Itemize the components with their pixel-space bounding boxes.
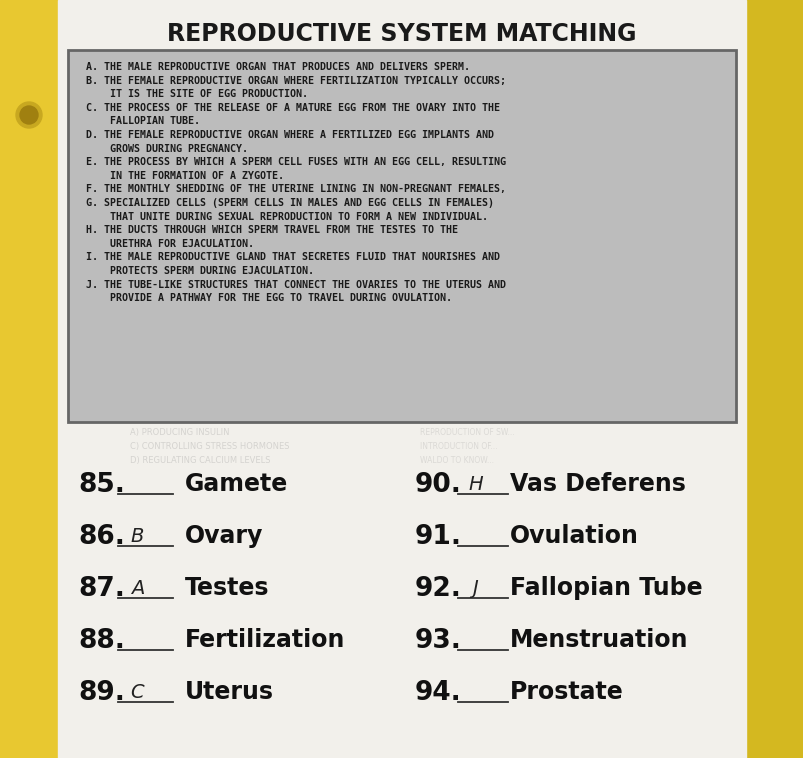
Text: C) CONTROLLING STRESS HORMONES: C) CONTROLLING STRESS HORMONES xyxy=(130,442,289,451)
Text: Testes: Testes xyxy=(185,576,269,600)
Text: J. THE TUBE-LIKE STRUCTURES THAT CONNECT THE OVARIES TO THE UTERUS AND: J. THE TUBE-LIKE STRUCTURES THAT CONNECT… xyxy=(74,280,505,290)
Text: GROWS DURING PREGNANCY.: GROWS DURING PREGNANCY. xyxy=(74,143,247,154)
Text: B. THE FEMALE REPRODUCTIVE ORGAN WHERE FERTILIZATION TYPICALLY OCCURS;: B. THE FEMALE REPRODUCTIVE ORGAN WHERE F… xyxy=(74,76,505,86)
Text: 94.: 94. xyxy=(414,680,461,706)
Text: J: J xyxy=(472,579,478,598)
Text: Fertilization: Fertilization xyxy=(185,628,345,652)
Text: REPRODUCTIVE SYSTEM MATCHING: REPRODUCTIVE SYSTEM MATCHING xyxy=(167,22,636,46)
Text: C. THE PROCESS OF THE RELEASE OF A MATURE EGG FROM THE OVARY INTO THE: C. THE PROCESS OF THE RELEASE OF A MATUR… xyxy=(74,103,499,113)
Text: REPRODUCTION OF SW...: REPRODUCTION OF SW... xyxy=(419,428,514,437)
Text: 92.: 92. xyxy=(414,576,461,602)
Text: Ovulation: Ovulation xyxy=(509,524,638,548)
Text: Menstruation: Menstruation xyxy=(509,628,687,652)
Text: 90.: 90. xyxy=(414,472,461,498)
Text: 87.: 87. xyxy=(78,576,124,602)
Bar xyxy=(0,0,58,758)
Text: Fallopian Tube: Fallopian Tube xyxy=(509,576,702,600)
FancyBboxPatch shape xyxy=(68,50,735,422)
Text: A: A xyxy=(130,579,144,598)
Text: 86.: 86. xyxy=(78,524,124,550)
Text: Vas Deferens: Vas Deferens xyxy=(509,472,685,496)
Text: IT IS THE SITE OF EGG PRODUCTION.: IT IS THE SITE OF EGG PRODUCTION. xyxy=(74,89,308,99)
Text: URETHRA FOR EJACULATION.: URETHRA FOR EJACULATION. xyxy=(74,239,254,249)
Circle shape xyxy=(16,102,42,128)
Text: PROVIDE A PATHWAY FOR THE EGG TO TRAVEL DURING OVULATION.: PROVIDE A PATHWAY FOR THE EGG TO TRAVEL … xyxy=(74,293,451,303)
Text: THAT UNITE DURING SEXUAL REPRODUCTION TO FORM A NEW INDIVIDUAL.: THAT UNITE DURING SEXUAL REPRODUCTION TO… xyxy=(74,211,487,221)
Text: 93.: 93. xyxy=(414,628,461,654)
Text: D) REGULATING CALCIUM LEVELS: D) REGULATING CALCIUM LEVELS xyxy=(130,456,270,465)
Text: 89.: 89. xyxy=(78,680,124,706)
Text: PROTECTS SPERM DURING EJACULATION.: PROTECTS SPERM DURING EJACULATION. xyxy=(74,266,314,276)
Text: 88.: 88. xyxy=(78,628,124,654)
Text: C: C xyxy=(130,683,144,702)
Text: H. THE DUCTS THROUGH WHICH SPERM TRAVEL FROM THE TESTES TO THE: H. THE DUCTS THROUGH WHICH SPERM TRAVEL … xyxy=(74,225,458,235)
Text: I. THE MALE REPRODUCTIVE GLAND THAT SECRETES FLUID THAT NOURISHES AND: I. THE MALE REPRODUCTIVE GLAND THAT SECR… xyxy=(74,252,499,262)
Circle shape xyxy=(20,106,38,124)
Text: FALLOPIAN TUBE.: FALLOPIAN TUBE. xyxy=(74,117,200,127)
Text: INTRODUCTION OF...: INTRODUCTION OF... xyxy=(419,442,497,451)
Text: B: B xyxy=(130,527,144,546)
Text: IN THE FORMATION OF A ZYGOTE.: IN THE FORMATION OF A ZYGOTE. xyxy=(74,171,283,181)
Text: 91.: 91. xyxy=(414,524,462,550)
Text: A. THE MALE REPRODUCTIVE ORGAN THAT PRODUCES AND DELIVERS SPERM.: A. THE MALE REPRODUCTIVE ORGAN THAT PROD… xyxy=(74,62,470,72)
Text: E. THE PROCESS BY WHICH A SPERM CELL FUSES WITH AN EGG CELL, RESULTING: E. THE PROCESS BY WHICH A SPERM CELL FUS… xyxy=(74,157,505,168)
Bar xyxy=(58,0,745,758)
Text: H: H xyxy=(467,475,483,494)
Text: Ovary: Ovary xyxy=(185,524,263,548)
Text: Uterus: Uterus xyxy=(185,680,274,704)
Text: G. SPECIALIZED CELLS (SPERM CELLS IN MALES AND EGG CELLS IN FEMALES): G. SPECIALIZED CELLS (SPERM CELLS IN MAL… xyxy=(74,198,493,208)
Text: D. THE FEMALE REPRODUCTIVE ORGAN WHERE A FERTILIZED EGG IMPLANTS AND: D. THE FEMALE REPRODUCTIVE ORGAN WHERE A… xyxy=(74,130,493,140)
Bar xyxy=(745,0,803,758)
Text: Prostate: Prostate xyxy=(509,680,623,704)
Text: A) PRODUCING INSULIN: A) PRODUCING INSULIN xyxy=(130,428,229,437)
Text: 85.: 85. xyxy=(78,472,124,498)
Text: WALDO TO KNOW...: WALDO TO KNOW... xyxy=(419,456,493,465)
Text: Gamete: Gamete xyxy=(185,472,288,496)
Text: F. THE MONTHLY SHEDDING OF THE UTERINE LINING IN NON-PREGNANT FEMALES,: F. THE MONTHLY SHEDDING OF THE UTERINE L… xyxy=(74,184,505,194)
